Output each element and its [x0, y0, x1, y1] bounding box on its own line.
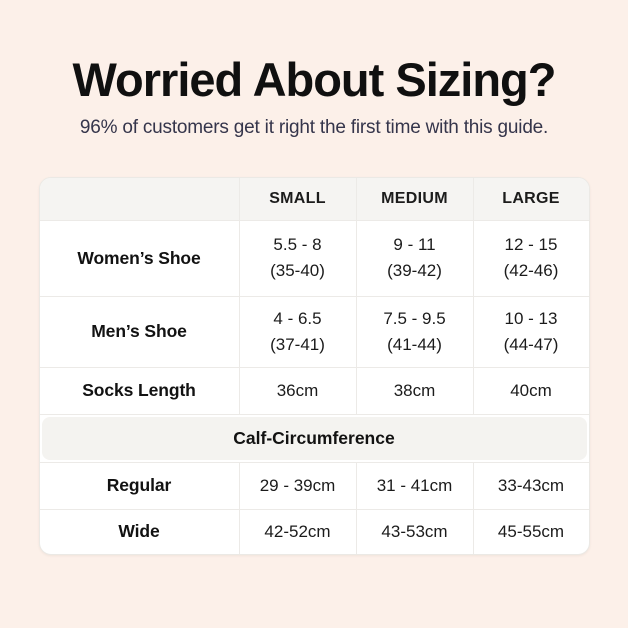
wide-small-cell: 42-52cm [240, 509, 357, 554]
size-table: SMALL MEDIUM LARGE Women’s Shoe 5.5 - 8 … [38, 176, 590, 555]
row-label-mens-shoe: Men’s Shoe [40, 296, 240, 367]
regular-small-cell: 29 - 39cm [240, 462, 357, 509]
eu-size-value: (42-46) [503, 261, 559, 281]
socks-length-medium-cell: 38cm [357, 367, 474, 414]
table-row-regular: Regular 29 - 39cm 31 - 41cm 33-43cm [39, 462, 589, 510]
eu-size-value: (41-44) [387, 334, 442, 354]
us-size-value: 12 - 15 [504, 235, 558, 255]
row-label-wide: Wide [40, 509, 240, 554]
table-row-mens-shoe: Men’s Shoe 4 - 6.5 (37-41) 7.5 - 9.5 (41… [39, 296, 589, 368]
corner-empty-cell [39, 177, 240, 220]
eu-size-value: (35-40) [270, 261, 325, 281]
us-size-value: 5.5 - 8 [273, 235, 322, 255]
table-section-row: Calf-Circumference [39, 415, 589, 463]
socks-length-small-cell: 36cm [240, 367, 357, 414]
table-row-womens-shoe: Women’s Shoe 5.5 - 8 (35-40) 9 - 11 (39-… [39, 220, 589, 297]
page-subtitle: 96% of customers get it right the first … [79, 116, 549, 138]
eu-size-value: (44-47) [503, 334, 559, 354]
womens-shoe-small-cell: 5.5 - 8 (35-40) [240, 220, 357, 296]
us-size-value: 10 - 13 [504, 308, 558, 328]
eu-size-value: (37-41) [270, 334, 325, 354]
us-size-value: 9 - 11 [393, 235, 436, 255]
wide-medium-cell: 43-53cm [357, 509, 474, 554]
table-row-socks-length: Socks Length 36cm 38cm 40cm [39, 367, 589, 415]
row-label-socks-length: Socks Length [40, 367, 240, 414]
page-title: Worried About Sizing? [72, 53, 557, 106]
mens-shoe-small-cell: 4 - 6.5 (37-41) [240, 296, 357, 367]
mens-shoe-large-cell: 10 - 13 (44-47) [474, 297, 589, 367]
col-header-large: LARGE [473, 177, 589, 220]
us-size-value: 4 - 6.5 [273, 308, 322, 328]
mens-shoe-medium-cell: 7.5 - 9.5 (41-44) [357, 296, 474, 367]
regular-large-cell: 33-43cm [497, 475, 565, 495]
table-row-wide: Wide 42-52cm 43-53cm 45-55cm [40, 509, 589, 554]
row-label-regular: Regular [40, 462, 240, 509]
col-header-medium: MEDIUM [356, 177, 474, 220]
row-label-womens-shoe: Women’s Shoe [40, 220, 240, 296]
eu-size-value: (39-42) [387, 261, 442, 281]
table-header-row: SMALL MEDIUM LARGE [39, 177, 589, 221]
section-header-calf-circumference: Calf-Circumference [41, 416, 587, 460]
wide-large-cell: 45-55cm [497, 521, 565, 541]
womens-shoe-large-cell: 12 - 15 (42-46) [474, 221, 589, 296]
regular-medium-cell: 31 - 41cm [357, 462, 474, 509]
socks-length-large-cell: 40cm [510, 380, 552, 400]
us-size-value: 7.5 - 9.5 [383, 308, 446, 328]
col-header-small: SMALL [239, 177, 357, 220]
womens-shoe-medium-cell: 9 - 11 (39-42) [357, 220, 474, 296]
